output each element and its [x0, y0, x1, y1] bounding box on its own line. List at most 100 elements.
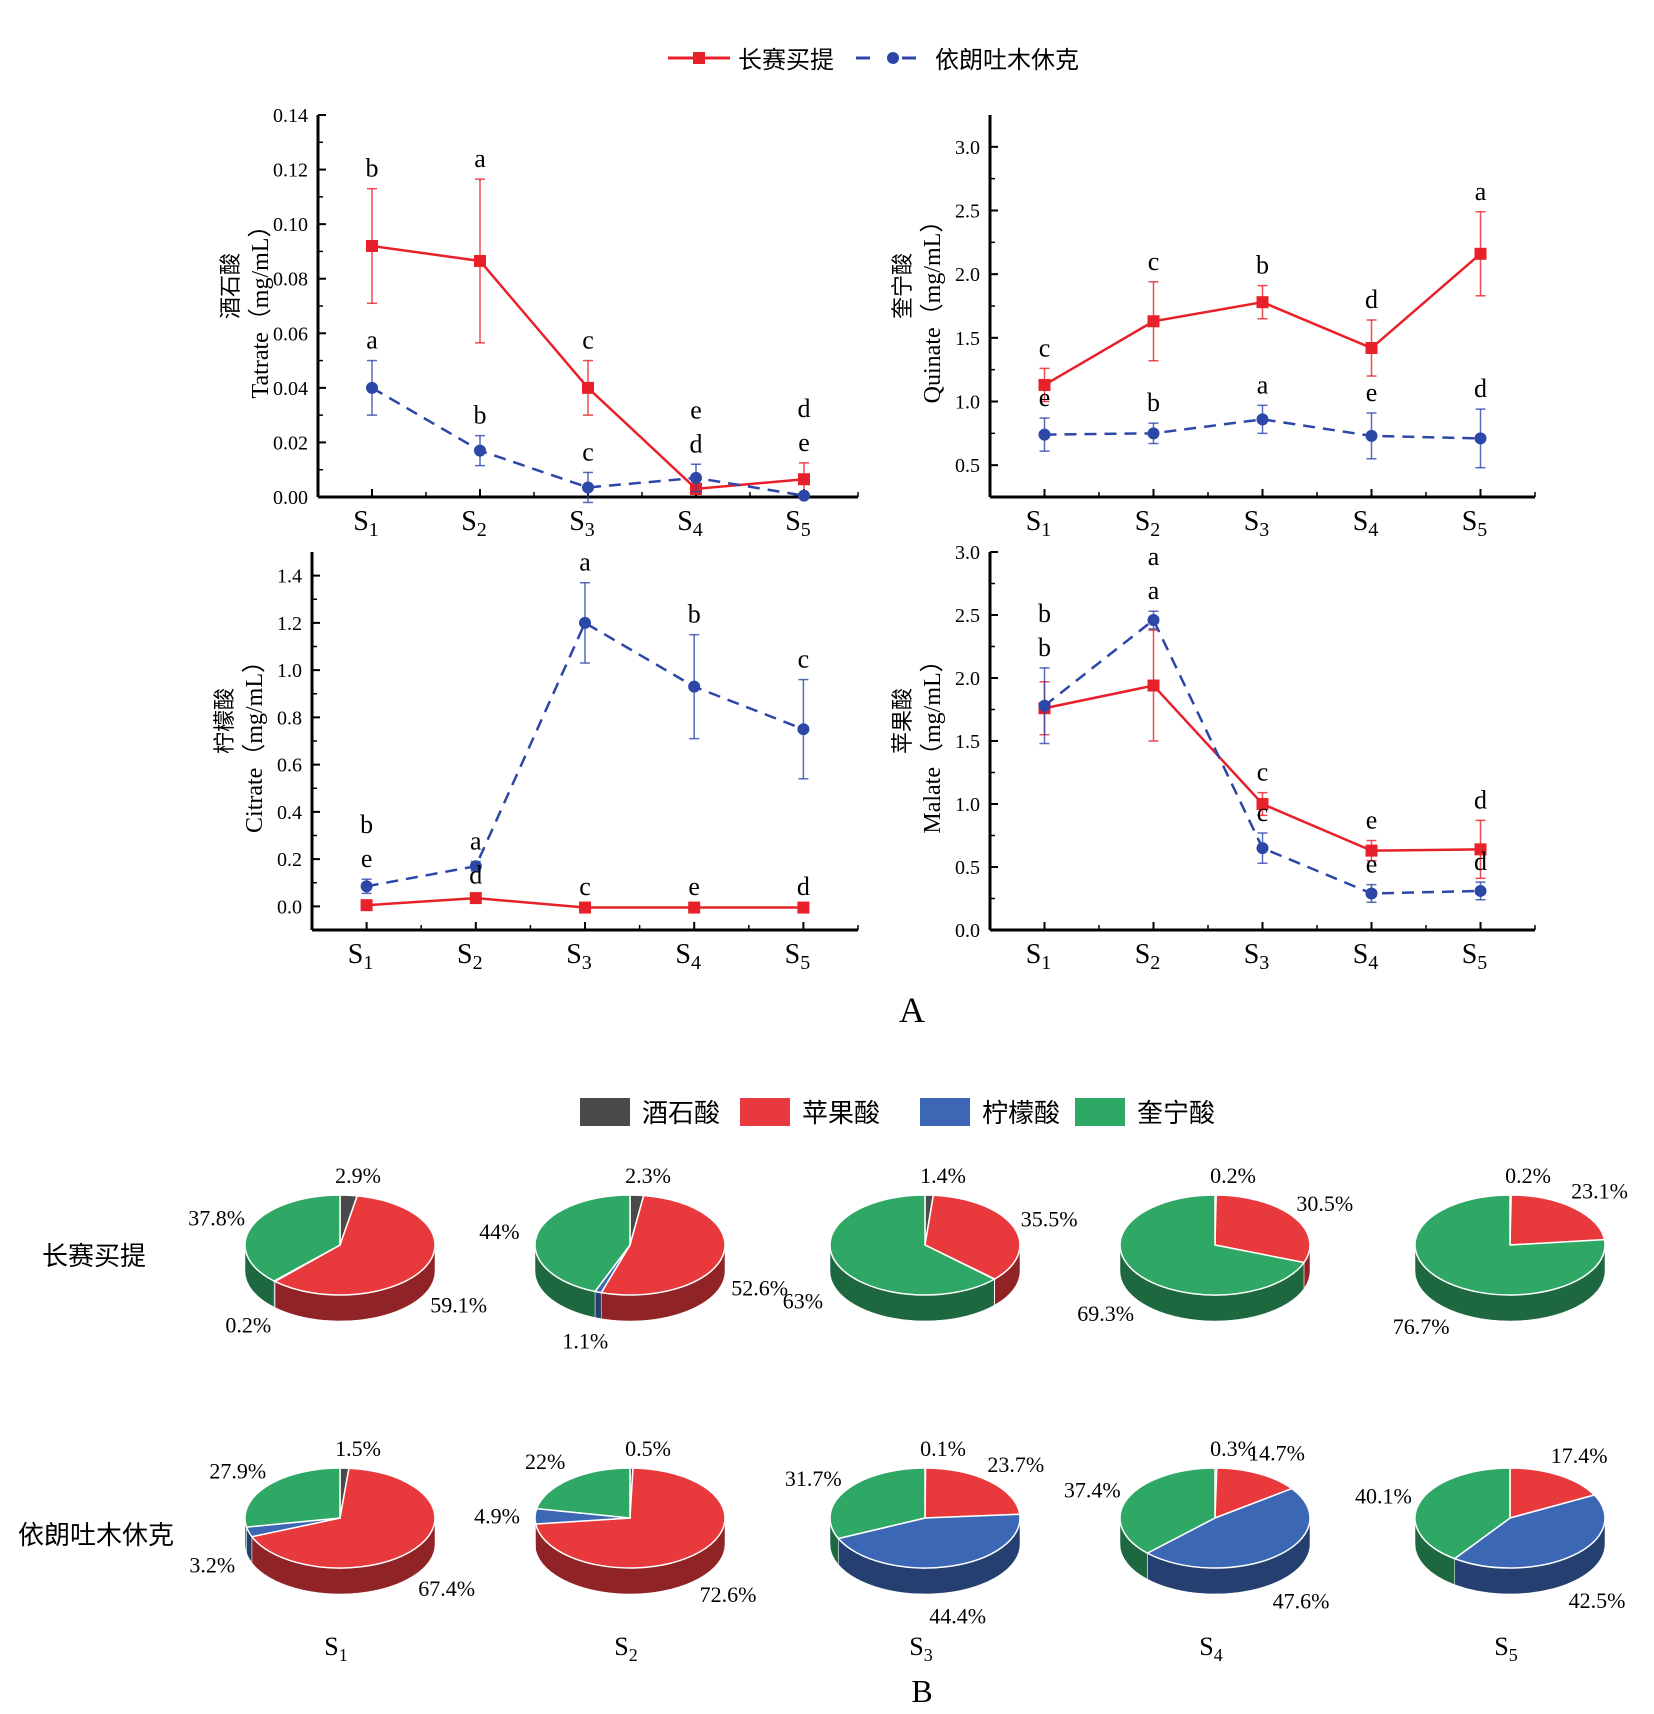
- data-point-circle: [1474, 884, 1487, 897]
- x-tick-label: S1: [353, 506, 379, 541]
- y-axis-label: Quinate（mg/mL）: [920, 209, 946, 404]
- line-chart-4: 0.0 0.5 1.0 1.5 2.0 2.5 3.0 S1 S2 S3 S4 S5 苹果酸 Malate…: [891, 542, 1536, 974]
- data-point-circle: [366, 381, 378, 394]
- legend-swatch: [580, 1098, 630, 1126]
- data-point-circle: [1038, 699, 1051, 712]
- y-tick-label: 0.5: [955, 857, 980, 879]
- top-legend: 长赛买提 依朗吐木休克: [668, 46, 1079, 74]
- significance-letter: e: [1039, 383, 1051, 412]
- pie-percent-label: 42.5%: [1569, 1588, 1626, 1613]
- data-point-square: [579, 901, 591, 914]
- y-axis-label: Citrate（mg/mL）: [242, 649, 268, 833]
- pie-slice-citrate: [1453, 1494, 1606, 1569]
- data-point-circle: [579, 616, 591, 629]
- significance-letter: a: [1148, 576, 1160, 605]
- pie-percent-label: 76.7%: [1393, 1314, 1450, 1339]
- y-tick-label: 0.8: [277, 707, 302, 729]
- pie-1-4: 0.2% 30.5% 69.3%: [1077, 1163, 1353, 1326]
- pie-percent-label: 4.9%: [474, 1503, 520, 1528]
- y-axis-label-cn: 奎宁酸: [891, 253, 916, 319]
- data-point-circle: [360, 880, 373, 893]
- x-tick-label: S5: [785, 939, 811, 974]
- pie-percent-label: 63%: [783, 1288, 823, 1313]
- pie-percent-label: 44.4%: [929, 1604, 986, 1629]
- pie-percent-label: 2.3%: [625, 1163, 671, 1188]
- y-axis-label-cn: 酒石酸: [219, 253, 244, 319]
- y-tick-label: 1.0: [277, 660, 302, 682]
- pie-slice-quinate: [829, 1194, 996, 1296]
- pie-percent-label: 23.7%: [987, 1452, 1044, 1477]
- significance-letter: e: [1366, 806, 1378, 835]
- pie-percent-label: 44%: [479, 1219, 519, 1244]
- legend-marker-square: [693, 52, 705, 64]
- pie-slice-quinate: [534, 1194, 631, 1293]
- y-tick-label: 0.10: [273, 214, 308, 236]
- pie-percent-label: 0.2%: [1505, 1163, 1551, 1188]
- pie-2-2: 0.5% 72.6% 4.9% 22%: [474, 1436, 756, 1607]
- significance-letter: a: [1475, 177, 1487, 206]
- pie-percent-label: 37.4%: [1064, 1477, 1121, 1502]
- pie-slice-quinate: [1119, 1194, 1306, 1296]
- y-tick-label: 3.0: [955, 137, 980, 159]
- pie-percent-label: 30.5%: [1296, 1191, 1353, 1216]
- pie-percent-label: 22%: [525, 1449, 565, 1474]
- pie-percent-label: 17.4%: [1551, 1443, 1608, 1468]
- significance-letter: d: [798, 394, 811, 423]
- x-tick-label: S3: [1244, 939, 1270, 974]
- y-tick-label: 0.14: [273, 105, 308, 127]
- legend-label: 奎宁酸: [1137, 1099, 1215, 1129]
- data-point-circle: [582, 481, 594, 494]
- pie-slice-malate: [1509, 1194, 1606, 1246]
- significance-letter: a: [470, 826, 482, 855]
- data-point-square: [366, 239, 378, 252]
- x-tick-label: S2: [461, 506, 487, 541]
- y-tick-label: 0.0: [955, 920, 980, 942]
- pie-slice-malate: [924, 1194, 1021, 1280]
- data-point-circle: [474, 444, 486, 457]
- data-point-circle: [1365, 429, 1378, 442]
- x-tick-label: S3: [566, 939, 592, 974]
- data-point-circle: [1038, 428, 1051, 441]
- significance-letter: e: [798, 428, 810, 457]
- x-tick-label: S3: [569, 506, 595, 541]
- significance-letter: a: [474, 144, 486, 173]
- y-tick-label: 1.2: [277, 613, 302, 635]
- pie-percent-label: 1.4%: [920, 1163, 966, 1188]
- column-label: S4: [1199, 1632, 1222, 1665]
- pie-percent-label: 1.1%: [562, 1329, 608, 1354]
- data-point-circle: [798, 489, 810, 502]
- data-point-square: [688, 901, 701, 914]
- line-charts: 0.00 0.02 0.04 0.06 0.08 0.10 0.12 0.14 S1 S2 S3 S4…: [213, 105, 1536, 974]
- significance-letter: d: [690, 429, 703, 458]
- legend-label: 酒石酸: [642, 1099, 720, 1129]
- y-tick-label: 0.5: [955, 455, 980, 477]
- significance-letter: c: [1148, 247, 1160, 276]
- pie-percent-label: 0.2%: [225, 1313, 271, 1338]
- legend-swatch: [920, 1098, 970, 1126]
- data-point-square: [1474, 247, 1487, 260]
- significance-letter: d: [469, 861, 482, 890]
- data-point-square: [582, 381, 594, 394]
- pie-slice-malate: [273, 1195, 436, 1296]
- x-tick-label: S1: [1026, 506, 1052, 541]
- pie-2-5: 17.4% 42.5% 40.1%: [1355, 1443, 1625, 1613]
- significance-letter: c: [1257, 758, 1269, 787]
- y-tick-label: 0.4: [277, 802, 302, 824]
- y-tick-label: 0.2: [277, 849, 302, 871]
- data-point-circle: [690, 471, 702, 484]
- pie-percent-label: 67.4%: [418, 1576, 475, 1601]
- x-tick-label: S4: [1353, 939, 1379, 974]
- significance-letter: c: [582, 437, 594, 466]
- data-point-circle: [469, 860, 482, 873]
- series-line-2: [1044, 418, 1481, 440]
- legend-label-series-1: 长赛买提: [738, 46, 834, 74]
- y-tick-label: 0.6: [277, 755, 302, 777]
- line-chart-2: 0.5 1.0 1.5 2.0 2.5 3.0 S1 S2 S3 S4 S5 奎宁酸 Quinate（m…: [891, 115, 1536, 541]
- y-tick-label: 0.04: [273, 378, 308, 400]
- pie-percent-label: 0.2%: [1210, 1163, 1256, 1188]
- significance-letter: c: [579, 872, 591, 901]
- y-tick-label: 0.06: [273, 323, 308, 345]
- y-tick-label: 1.5: [955, 731, 980, 753]
